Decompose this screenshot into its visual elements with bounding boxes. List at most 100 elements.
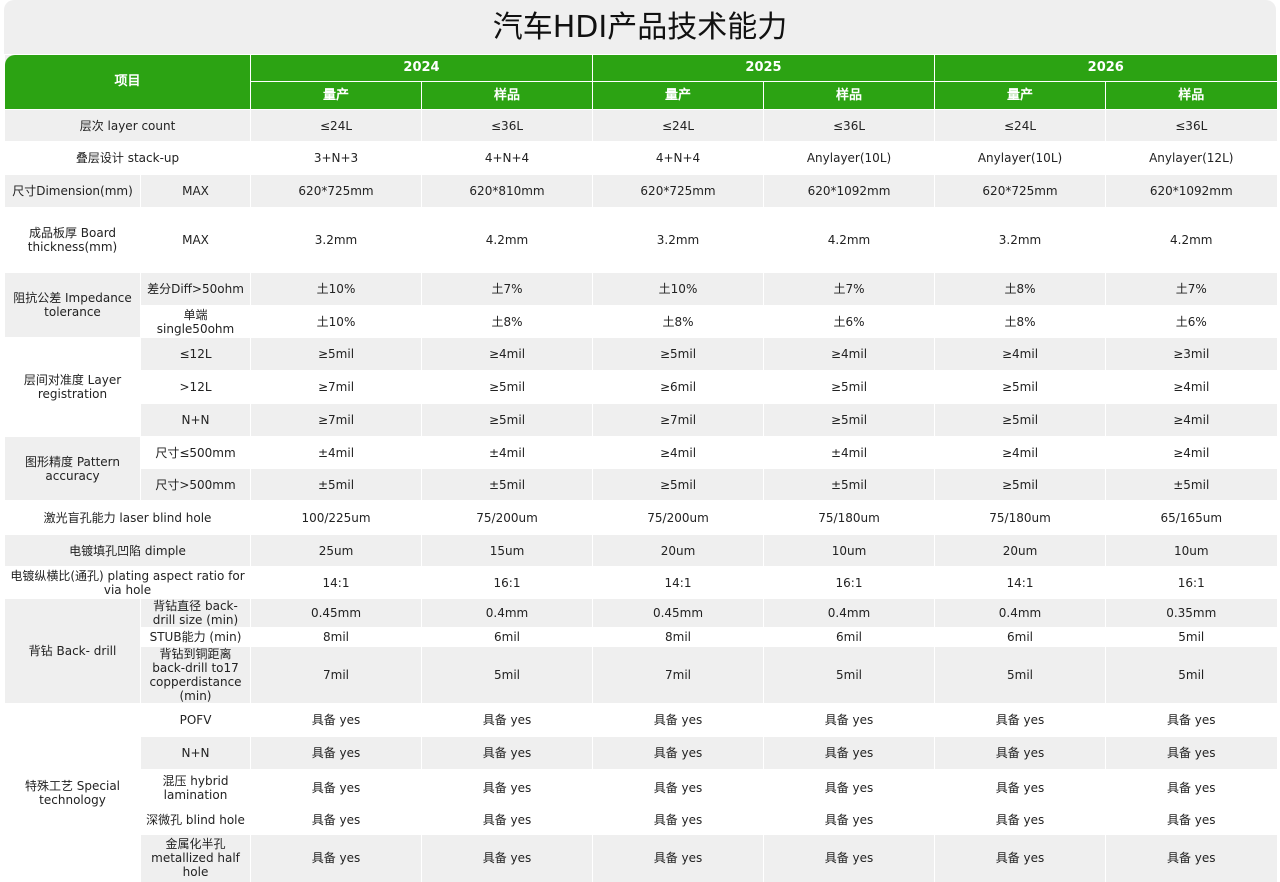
value-cell: 8mil <box>250 627 422 647</box>
value-cell: 3.2mm <box>250 207 422 273</box>
value-cell: 4+N+4 <box>592 141 764 175</box>
sub-label: 背钻直径 back-drill size (min) <box>139 598 251 628</box>
value-cell: 具备 yes <box>763 834 935 882</box>
table-row: 叠层设计 stack-up 3+N+3 4+N+4 4+N+4 Anylayer(10L… <box>3 141 1277 175</box>
value-cell: ≤24L <box>250 109 422 142</box>
value-cell: 75/200um <box>592 500 764 535</box>
sub-label: N+N <box>139 736 251 770</box>
value-cell: 土8% <box>592 305 764 338</box>
header-sub: 样品 <box>763 81 935 110</box>
value-cell: 0.45mm <box>250 598 422 628</box>
header-year: 2026 <box>934 54 1277 82</box>
value-cell: 具备 yes <box>250 805 422 835</box>
sub-label: 金属化半孔 metallized half hole <box>139 834 251 882</box>
table-row: 背钻 Back- drill 背钻直径 back-drill size (min)… <box>4 598 1277 704</box>
value-cell: ±4mil <box>421 436 593 469</box>
value-cell: ≥5mil <box>763 403 935 437</box>
row-label: 电镀纵横比(通孔) plating aspect ratio for via h… <box>3 566 251 599</box>
value-cell: 4+N+4 <box>421 141 593 175</box>
table-row: 尺寸>500mm ±5mil ±5mil ≥5mil ±5mil ≥5mil ±5mil <box>5 468 1277 501</box>
value-cell: 具备 yes <box>1105 769 1277 806</box>
value-cell: 620*810mm <box>421 174 593 208</box>
value-cell: ≥4mil <box>1105 436 1277 469</box>
table-row: 激光盲孔能力 laser blind hole 100/225um 75/200um… <box>3 500 1277 535</box>
value-cell: 具备 yes <box>1105 736 1277 770</box>
value-cell: 5mil <box>763 646 935 704</box>
value-cell: 土8% <box>934 305 1106 338</box>
value-cell: 6mil <box>421 627 593 647</box>
header-sub: 量产 <box>250 81 422 110</box>
value-cell: 具备 yes <box>421 834 593 882</box>
value-cell: 14:1 <box>250 566 422 599</box>
title-text: 汽车HDI产品技术能力 <box>492 10 788 45</box>
value-cell: 16:1 <box>1105 566 1277 599</box>
value-cell: 土8% <box>421 305 593 338</box>
value-cell: 具备 yes <box>763 736 935 770</box>
value-cell: ≤36L <box>1105 109 1277 142</box>
value-cell: ≥4mil <box>592 436 764 469</box>
value-cell: 土7% <box>763 272 935 306</box>
value-cell: 具备 yes <box>934 769 1106 806</box>
value-cell: 具备 yes <box>1105 805 1277 835</box>
row-label: 电镀填孔凹陷 dimple <box>3 534 251 567</box>
value-cell: ±5mil <box>250 468 422 501</box>
sub-label: STUB能力 (min) <box>139 627 251 647</box>
group-label: 特殊工艺 Special technology <box>4 703 141 882</box>
value-cell: 10um <box>1105 534 1277 567</box>
value-cell: ±4mil <box>250 436 422 469</box>
value-cell: 土6% <box>1105 305 1277 338</box>
value-cell: ≤24L <box>934 109 1106 142</box>
value-cell: 土6% <box>763 305 935 338</box>
value-cell: ±4mil <box>763 436 935 469</box>
group-label: 阻抗公差 Impedance tolerance <box>4 272 141 338</box>
capability-table: 项目 2024 2025 2026 量产 样品 量产 样品 量产 样品 层次 layer … <box>3 54 1277 882</box>
value-cell: 土8% <box>934 272 1106 306</box>
value-cell: ≤36L <box>763 109 935 142</box>
table-row: 电镀纵横比(通孔) plating aspect ratio for via h… <box>3 566 1277 599</box>
value-cell: 65/165um <box>1105 500 1277 535</box>
value-cell: ≥5mil <box>250 337 422 371</box>
table-row: 图形精度 Pattern accuracy 尺寸≤500mm ±4mil ±4mil ≥… <box>4 436 1277 501</box>
table-row: 阻抗公差 Impedance tolerance 差分Diff>50ohm 土10%… <box>4 272 1277 338</box>
value-cell: 具备 yes <box>250 769 422 806</box>
table-row: 成品板厚 Board thickness(mm) MAX 3.2mm 4.2mm 3.2… <box>4 207 1277 273</box>
value-cell: 25um <box>250 534 422 567</box>
value-cell: ≥5mil <box>763 370 935 404</box>
value-cell: ≥5mil <box>421 370 593 404</box>
table-row: N+N 具备 yes 具备 yes 具备 yes 具备 yes 具备 yes 具备 yes <box>5 736 1277 770</box>
value-cell: 具备 yes <box>592 703 764 737</box>
value-cell: 具备 yes <box>250 736 422 770</box>
value-cell: 75/200um <box>421 500 593 535</box>
value-cell: 6mil <box>934 627 1106 647</box>
header-sub: 量产 <box>934 81 1106 110</box>
group-label: 尺寸Dimension(mm) <box>4 174 141 208</box>
value-cell: 3.2mm <box>934 207 1106 273</box>
value-cell: 620*725mm <box>250 174 422 208</box>
value-cell: ≥4mil <box>421 337 593 371</box>
sub-label: 尺寸≤500mm <box>139 436 251 469</box>
table-row: 特殊工艺 Special technology POFV 具备 yes 具备 yes 具… <box>4 703 1277 882</box>
value-cell: ≥5mil <box>934 468 1106 501</box>
value-cell: ≥7mil <box>592 403 764 437</box>
sub-label: 差分Diff>50ohm <box>139 272 251 306</box>
header-sub: 样品 <box>421 81 593 110</box>
value-cell: 5mil <box>1105 627 1277 647</box>
value-cell: ≥4mil <box>934 337 1106 371</box>
group-label: 背钻 Back- drill <box>4 598 141 704</box>
value-cell: ±5mil <box>1105 468 1277 501</box>
value-cell: 620*1092mm <box>763 174 935 208</box>
value-cell: ≥5mil <box>934 403 1106 437</box>
value-cell: 20um <box>934 534 1106 567</box>
value-cell: 具备 yes <box>421 703 593 737</box>
sub-label: 深微孔 blind hole <box>139 805 251 835</box>
group-label: 图形精度 Pattern accuracy <box>4 436 141 501</box>
value-cell: ≥7mil <box>250 370 422 404</box>
value-cell: 3.2mm <box>592 207 764 273</box>
value-cell: 620*725mm <box>934 174 1106 208</box>
value-cell: 16:1 <box>421 566 593 599</box>
value-cell: 0.35mm <box>1105 598 1277 628</box>
table-row: 背钻到铜距离 back-drill to17 copperdistance (m… <box>5 646 1277 704</box>
header-sub: 量产 <box>592 81 764 110</box>
value-cell: 土10% <box>592 272 764 306</box>
value-cell: ≤24L <box>592 109 764 142</box>
